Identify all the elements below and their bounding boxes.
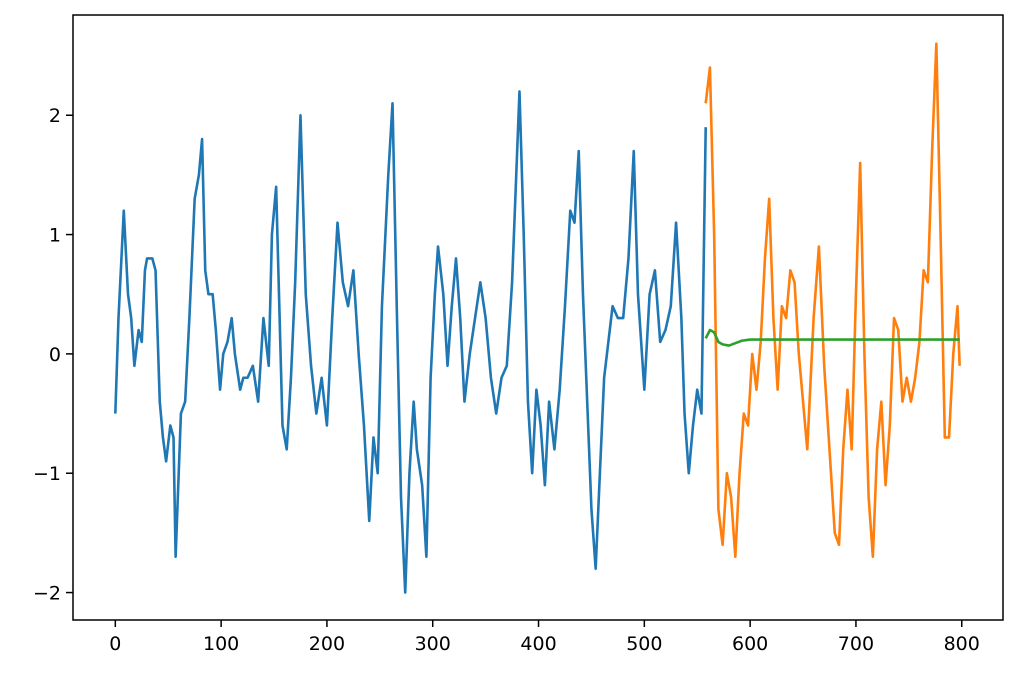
series-line: [114, 90, 707, 594]
y-tick-label: −1: [33, 463, 61, 485]
series-line: [704, 328, 960, 347]
series-line: [704, 42, 961, 559]
x-tick-label: 600: [732, 633, 768, 655]
x-tick-label: 200: [309, 633, 345, 655]
x-tick-label: 400: [520, 633, 556, 655]
y-tick-label: 0: [49, 344, 61, 366]
x-tick-label: 700: [838, 633, 874, 655]
y-tick-label: 2: [49, 105, 61, 127]
y-tick-label: 1: [49, 225, 61, 247]
x-tick-label: 800: [944, 633, 980, 655]
x-tick-label: 500: [626, 633, 662, 655]
y-tick-label: −2: [33, 583, 61, 605]
plot-frame: [72, 14, 1004, 621]
x-tick-label: 100: [203, 633, 239, 655]
x-tick-label: 300: [415, 633, 451, 655]
x-tick-label: 0: [109, 633, 121, 655]
